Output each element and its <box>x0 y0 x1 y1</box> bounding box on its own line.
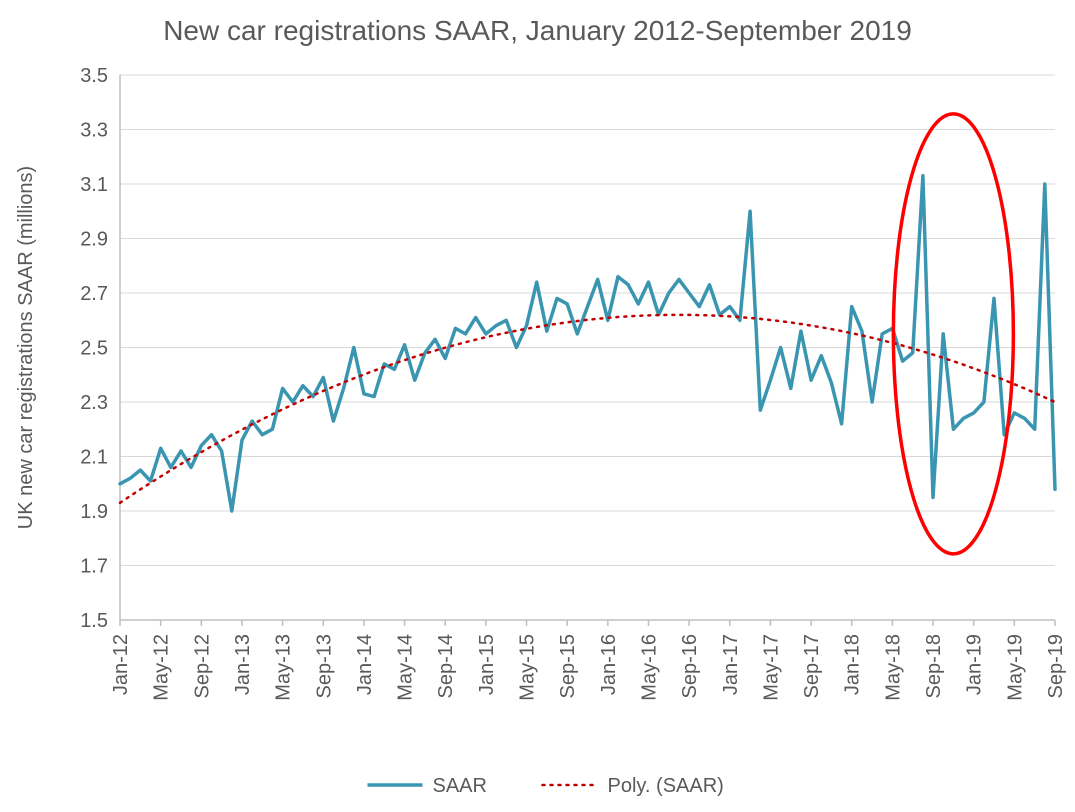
y-tick-label: 1.5 <box>80 610 108 632</box>
x-tick-label: Jan-18 <box>842 634 864 695</box>
legend-label-saar: SAAR <box>433 775 487 797</box>
x-tick-label: May-17 <box>760 634 782 701</box>
legend-label-poly: Poly. (SAAR) <box>608 775 724 797</box>
x-tick-label: Sep-14 <box>435 634 457 699</box>
x-tick-label: Jan-15 <box>476 634 498 695</box>
y-tick-label: 2.3 <box>80 392 108 414</box>
x-tick-label: Sep-19 <box>1045 634 1067 699</box>
x-tick-label: Jan-19 <box>964 634 986 695</box>
x-tick-label: Sep-15 <box>557 634 579 699</box>
chart-title: New car registrations SAAR, January 2012… <box>163 15 912 46</box>
x-tick-label: Jan-16 <box>598 634 620 695</box>
y-tick-label: 3.3 <box>80 120 108 142</box>
chart-container: New car registrations SAAR, January 2012… <box>0 0 1075 812</box>
x-tick-label: Sep-12 <box>191 634 213 699</box>
y-tick-label: 3.5 <box>80 65 108 87</box>
x-tick-label: May-15 <box>517 634 539 701</box>
x-tick-label: Jan-12 <box>110 634 132 695</box>
y-tick-label: 2.7 <box>80 283 108 305</box>
x-tick-label: May-12 <box>151 634 173 701</box>
y-tick-label: 2.1 <box>80 447 108 469</box>
y-tick-label: 1.9 <box>80 501 108 523</box>
x-tick-label: May-13 <box>273 634 295 701</box>
x-tick-label: Sep-18 <box>923 634 945 699</box>
y-tick-label: 1.7 <box>80 556 108 578</box>
y-tick-label: 2.9 <box>80 229 108 251</box>
y-tick-label: 2.5 <box>80 338 108 360</box>
x-tick-label: Sep-17 <box>801 634 823 699</box>
x-tick-label: Jan-14 <box>354 634 376 695</box>
x-tick-label: Sep-13 <box>313 634 335 699</box>
x-tick-label: Jan-17 <box>720 634 742 695</box>
y-tick-label: 3.1 <box>80 174 108 196</box>
y-axis-label: UK new car registrations SAAR (millions) <box>15 166 37 529</box>
x-tick-label: May-19 <box>1004 634 1026 701</box>
x-tick-label: May-16 <box>638 634 660 701</box>
x-tick-label: Sep-16 <box>679 634 701 699</box>
x-tick-label: Jan-13 <box>232 634 254 695</box>
x-tick-label: May-14 <box>395 634 417 701</box>
x-tick-label: May-18 <box>882 634 904 701</box>
